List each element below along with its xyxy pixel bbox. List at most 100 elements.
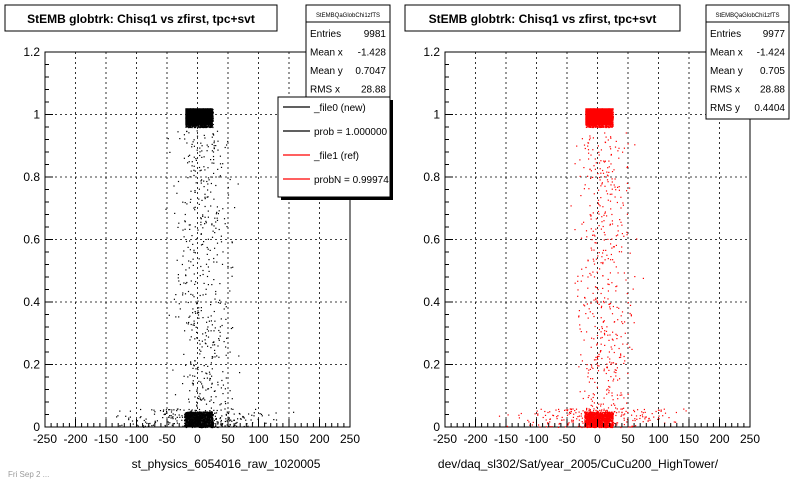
data-point — [197, 124, 199, 127]
data-point — [198, 395, 200, 397]
data-point — [598, 162, 601, 164]
data-point — [228, 417, 230, 419]
data-point — [194, 226, 196, 228]
data-point — [154, 421, 157, 423]
data-point — [186, 142, 188, 144]
data-point — [609, 358, 611, 360]
data-point — [190, 280, 192, 282]
stats-label: Mean y — [310, 66, 343, 77]
data-point — [609, 426, 611, 429]
data-point — [213, 162, 215, 164]
data-point — [128, 417, 130, 419]
data-point — [623, 355, 625, 358]
data-point — [174, 394, 177, 396]
data-point — [202, 125, 204, 127]
data-point — [641, 411, 643, 413]
data-point — [192, 324, 194, 326]
data-point — [226, 144, 228, 146]
data-point — [613, 378, 615, 380]
data-point — [615, 375, 617, 377]
data-point — [202, 273, 204, 276]
data-point — [212, 417, 214, 420]
data-point — [206, 150, 208, 152]
data-point — [207, 284, 209, 286]
data-point — [194, 360, 196, 362]
data-point — [608, 166, 610, 168]
data-point — [614, 411, 616, 413]
data-point — [200, 310, 202, 312]
data-point — [591, 249, 593, 251]
data-point — [607, 298, 609, 300]
data-point — [622, 151, 624, 153]
data-point — [612, 259, 614, 261]
data-point — [165, 412, 168, 414]
data-point — [587, 372, 589, 374]
data-point — [197, 229, 199, 231]
data-point — [588, 369, 590, 371]
data-point — [592, 411, 594, 413]
data-point — [595, 356, 597, 358]
data-point — [198, 380, 200, 382]
data-point — [194, 311, 196, 313]
data-point — [259, 413, 261, 415]
data-point — [598, 225, 600, 227]
data-point — [184, 422, 186, 424]
data-point — [188, 321, 190, 324]
legend-label: _file0 (new) — [313, 103, 366, 114]
data-point — [198, 412, 200, 414]
data-point — [225, 354, 227, 356]
data-point — [215, 396, 217, 398]
data-point — [186, 426, 188, 428]
data-point — [195, 281, 197, 283]
data-point — [176, 410, 178, 412]
data-point — [190, 336, 192, 338]
data-point — [599, 268, 601, 270]
data-point — [590, 125, 592, 127]
x-tick-label: 200 — [309, 432, 329, 446]
data-point — [596, 356, 599, 358]
data-point — [206, 126, 208, 128]
data-point — [227, 265, 229, 268]
data-point — [211, 375, 213, 377]
data-point — [604, 234, 606, 236]
data-point — [212, 123, 214, 126]
data-point — [577, 289, 579, 291]
data-point — [190, 198, 192, 200]
data-point — [207, 177, 210, 179]
data-point — [156, 420, 158, 422]
data-point — [581, 268, 583, 270]
data-point — [585, 417, 587, 419]
data-point — [200, 142, 202, 144]
data-point — [205, 389, 207, 391]
data-point — [185, 420, 187, 422]
data-point — [219, 302, 221, 304]
data-point — [204, 205, 206, 208]
data-point — [196, 412, 199, 414]
data-point — [207, 125, 210, 127]
data-point — [159, 410, 162, 412]
data-point — [606, 179, 609, 181]
data-point — [217, 426, 219, 429]
data-point — [616, 334, 618, 336]
data-point — [182, 383, 184, 385]
data-point — [219, 418, 221, 420]
data-point — [599, 176, 601, 179]
data-point — [583, 144, 586, 146]
data-point — [213, 261, 215, 263]
data-point — [208, 371, 211, 373]
data-point — [590, 177, 592, 179]
data-point — [611, 362, 613, 364]
data-point — [145, 418, 147, 420]
data-point — [192, 294, 194, 296]
data-point — [194, 209, 196, 211]
data-point — [210, 182, 212, 185]
data-point — [195, 409, 197, 412]
data-point — [220, 421, 222, 423]
data-point — [626, 293, 628, 295]
data-point — [186, 413, 188, 415]
data-point — [189, 125, 191, 127]
data-point — [211, 150, 213, 152]
data-point — [192, 258, 194, 260]
data-point — [574, 229, 576, 231]
data-point — [618, 307, 620, 309]
